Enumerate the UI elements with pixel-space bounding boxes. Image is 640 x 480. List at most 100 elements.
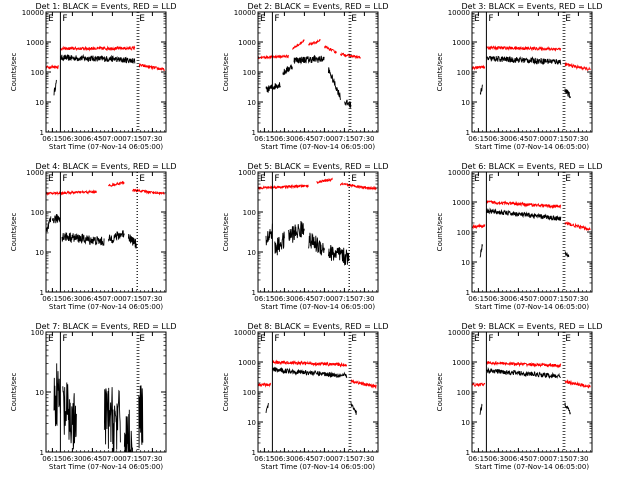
series-lld-segment — [471, 382, 486, 387]
y-tick-label: 10 — [247, 249, 256, 257]
series-lld-segment — [308, 38, 321, 47]
y-tick-label: 10 — [35, 99, 44, 107]
y-tick-label: 1 — [40, 289, 44, 297]
event-marker-label: F — [488, 174, 493, 184]
x-tick-label: 06:30 — [488, 295, 508, 303]
series-events-segment — [138, 385, 144, 449]
series-lld-segment — [45, 64, 60, 70]
x-tick-label: 06:45 — [508, 295, 528, 303]
y-tick-label: 1000 — [452, 199, 470, 207]
series-events-segment — [308, 232, 325, 256]
series-lld-segment — [271, 359, 348, 368]
x-tick-label: 06:15 — [42, 295, 62, 303]
series-events-segment — [479, 403, 483, 415]
x-tick-label: 07:15 — [548, 295, 568, 303]
chart-title: Det 6: BLACK = Events, RED = LLD — [462, 162, 603, 171]
event-marker-label: E — [351, 174, 357, 184]
x-tick-label: 06:45 — [294, 455, 314, 463]
series-lld-segment — [257, 382, 272, 388]
series-events-segment — [479, 244, 483, 258]
series-lld-segment — [257, 54, 289, 61]
y-tick-label: 10000 — [234, 9, 256, 17]
x-tick-label: 06:15 — [254, 135, 274, 143]
y-tick-label: 1 — [252, 449, 256, 457]
x-tick-label: 06:15 — [468, 295, 488, 303]
series-events-segment — [293, 54, 325, 65]
y-tick-label: 10 — [247, 99, 256, 107]
x-tick-label: 07:30 — [142, 295, 162, 303]
x-tick-label: 06:45 — [508, 455, 528, 463]
plot-frame — [471, 331, 593, 453]
x-tick-label: 07:15 — [334, 295, 354, 303]
x-tick-label: 07:30 — [568, 135, 588, 143]
x-axis-label: Start Time (07-Nov-14 06:05:00) — [475, 463, 589, 471]
series-events-segment — [287, 220, 305, 243]
y-tick-label: 10000 — [448, 9, 470, 17]
event-marker-label: E — [351, 334, 357, 344]
chart-panel-1: Det 1: BLACK = Events, RED = LLD 1 10 100 10… — [10, 2, 176, 151]
series-events-segment — [344, 99, 352, 109]
y-axis-label: Counts/sec — [222, 373, 230, 412]
chart-panel-7: Det 7: BLACK = Events, RED = LLD 1 10 100 06… — [10, 322, 176, 471]
y-tick-label: 1000 — [26, 169, 44, 177]
x-axis-label: Start Time (07-Nov-14 06:05:00) — [261, 303, 375, 311]
y-tick-label: 10000 — [448, 169, 470, 177]
event-marker-label: E — [260, 174, 266, 184]
event-marker-label: E — [48, 174, 54, 184]
x-tick-label: 07:00 — [314, 455, 334, 463]
chart-panel-2: Det 2: BLACK = Events, RED = LLD 1 10 100 10… — [222, 2, 388, 151]
x-tick-label: 07:15 — [548, 135, 568, 143]
series-events-segment — [327, 244, 350, 266]
x-tick-label: 06:15 — [468, 135, 488, 143]
plot-frame — [471, 11, 593, 133]
y-tick-label: 100 — [457, 389, 470, 397]
y-tick-label: 10000 — [234, 329, 256, 337]
series-lld-segment — [471, 64, 486, 71]
event-marker-label: E — [565, 174, 571, 184]
event-marker-label: E — [351, 14, 357, 24]
plot-frame — [45, 11, 167, 133]
x-tick-label: 07:00 — [102, 135, 122, 143]
event-marker-label: E — [474, 334, 480, 344]
event-marker-label: F — [488, 14, 493, 24]
plot-frame — [257, 171, 379, 293]
x-tick-label: 06:15 — [42, 135, 62, 143]
series-events-segment — [265, 403, 269, 413]
series-events-segment — [282, 64, 293, 76]
y-tick-label: 1 — [40, 449, 44, 457]
event-marker-label: F — [62, 174, 67, 184]
x-tick-label: 06:45 — [82, 135, 102, 143]
series-lld-segment — [564, 379, 591, 389]
y-tick-label: 1000 — [26, 39, 44, 47]
series-events-segment — [272, 366, 348, 379]
event-marker-label: E — [565, 334, 571, 344]
y-tick-label: 100 — [243, 209, 256, 217]
event-marker-label: F — [274, 334, 279, 344]
y-tick-label: 1000 — [238, 359, 256, 367]
x-tick-label: 07:30 — [568, 295, 588, 303]
x-tick-label: 07:00 — [102, 455, 122, 463]
series-lld-segment — [60, 45, 136, 52]
chart-title: Det 1: BLACK = Events, RED = LLD — [36, 2, 177, 11]
chart-panel-5: Det 5: BLACK = Events, RED = LLD 1 10 100 10… — [222, 162, 388, 311]
x-tick-label: 06:15 — [468, 455, 488, 463]
series-lld-segment — [564, 221, 591, 231]
y-tick-label: 100 — [243, 69, 256, 77]
y-tick-label: 10 — [35, 249, 44, 257]
x-tick-label: 07:00 — [314, 295, 334, 303]
series-lld-segment — [257, 183, 309, 191]
x-tick-label: 07:30 — [142, 455, 162, 463]
chart-title: Det 5: BLACK = Events, RED = LLD — [248, 162, 389, 171]
series-lld-segment — [45, 189, 97, 197]
series-events-segment — [51, 214, 61, 224]
y-tick-label: 1 — [466, 449, 470, 457]
event-marker-label: F — [488, 334, 493, 344]
series-events-segment — [564, 88, 571, 99]
y-tick-label: 1000 — [238, 169, 256, 177]
x-tick-label: 06:45 — [294, 295, 314, 303]
x-axis-label: Start Time (07-Nov-14 06:05:00) — [261, 143, 375, 151]
y-tick-label: 10 — [461, 259, 470, 267]
chart-title: Det 4: BLACK = Events, RED = LLD — [36, 162, 177, 171]
x-tick-label: 07:30 — [354, 295, 374, 303]
